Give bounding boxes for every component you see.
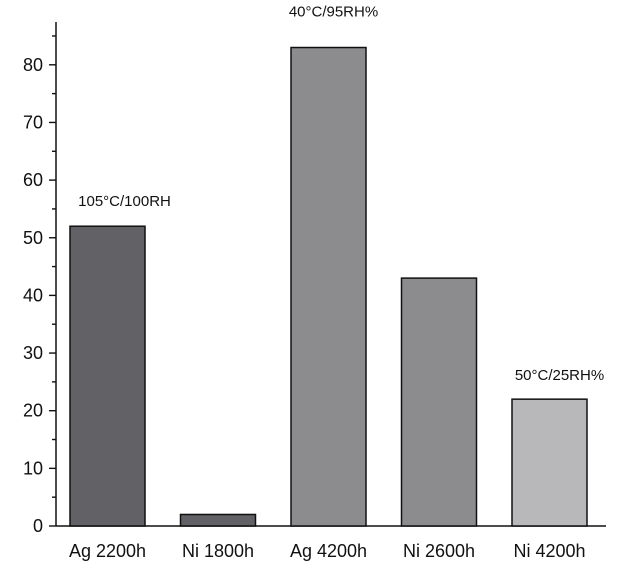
y-axis-ticks: 0 10 20 30 40 50 60 70 80 — [23, 35, 56, 536]
y-tick-label: 20 — [23, 401, 43, 421]
bar — [400, 277, 478, 527]
x-axis-labels: Ag 2200h Ni 1800h Ag 4200h Ni 2600h Ni 4200h — [69, 541, 586, 561]
bar — [511, 398, 588, 527]
y-tick-label: 50 — [23, 228, 43, 248]
bar — [69, 225, 146, 527]
annotation-label: 40°C/95RH% — [289, 4, 378, 21]
x-tick-label: Ni 4200h — [513, 541, 585, 561]
bar — [290, 46, 367, 527]
x-tick-label: Ag 2200h — [69, 541, 146, 561]
y-tick-label: 30 — [23, 343, 43, 363]
x-tick-label: Ag 4200h — [290, 541, 367, 561]
y-tick-label: 10 — [23, 458, 43, 478]
x-tick-label: Ni 2600h — [403, 541, 475, 561]
y-tick-label: 60 — [23, 170, 43, 190]
y-tick-label: 70 — [23, 112, 43, 132]
y-tick-label: 0 — [33, 516, 43, 536]
bar — [179, 513, 257, 527]
y-tick-label: 80 — [23, 55, 43, 75]
annotation-label: 50°C/25RH% — [515, 367, 604, 384]
y-tick-label: 40 — [23, 285, 43, 305]
annotation-label: 105°C/100RH — [78, 193, 171, 210]
x-tick-label: Ni 1800h — [182, 541, 254, 561]
annotations-group: 105°C/100RH 40°C/95RH% 50°C/25RH% — [78, 4, 604, 385]
bars-group — [69, 46, 588, 527]
